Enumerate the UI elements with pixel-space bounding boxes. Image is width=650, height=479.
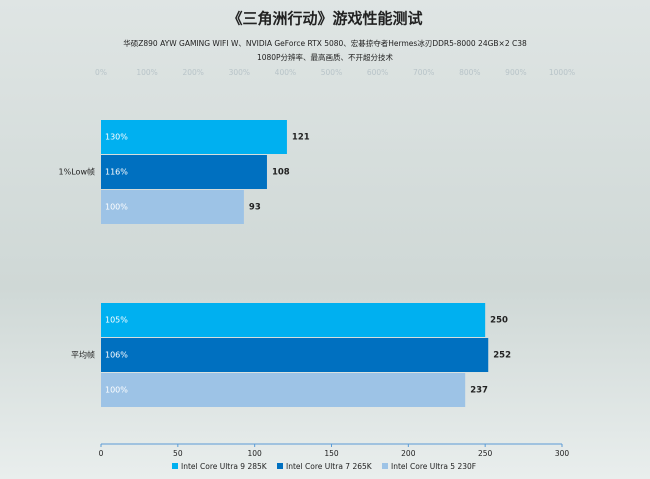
bar (101, 190, 244, 224)
x-tick-label: 300 (555, 449, 570, 458)
chart-subtitle: 1080P分辨率、最高画质、不开超分技术 (257, 52, 394, 62)
x2-tick-label: 0% (95, 68, 107, 77)
bar-percent-label: 105% (105, 316, 128, 325)
legend-marker (172, 463, 178, 469)
y-tick-label: 平均帧 (71, 350, 95, 360)
bar-value-label: 252 (493, 351, 511, 361)
bar (101, 303, 486, 337)
bar-percent-label: 106% (105, 351, 128, 360)
chart-title: 《三角洲行动》游戏性能测试 (227, 10, 422, 28)
bar (101, 373, 466, 407)
bar-value-label: 237 (470, 386, 488, 396)
x2-tick-label: 500% (321, 68, 342, 77)
x2-tick-label: 800% (459, 68, 480, 77)
x-tick-label: 100 (248, 449, 263, 458)
bar-percent-label: 100% (105, 203, 128, 212)
x2-tick-label: 900% (505, 68, 526, 77)
bar-percent-label: 130% (105, 133, 128, 142)
x2-tick-label: 600% (367, 68, 388, 77)
legend-label: Intel Core Ultra 9 285K (181, 462, 268, 471)
x2-tick-label: 300% (229, 68, 250, 77)
x2-tick-label: 100% (136, 68, 157, 77)
x-tick-label: 0 (99, 449, 104, 458)
x-tick-label: 150 (324, 449, 339, 458)
x-tick-label: 250 (478, 449, 493, 458)
bar (101, 338, 489, 372)
bar-value-label: 250 (490, 316, 508, 326)
legend-label: Intel Core Ultra 7 265K (286, 462, 373, 471)
bar (101, 120, 287, 154)
x-tick-label: 50 (173, 449, 183, 458)
bar (101, 155, 267, 189)
chart-subtitle: 华硕Z890 AYW GAMING WIFI W、NVIDIA GeForce … (123, 38, 527, 48)
legend-marker (277, 463, 283, 469)
bar-value-label: 93 (249, 203, 261, 213)
bar-value-label: 121 (292, 133, 310, 143)
y-tick-label: 1%Low帧 (59, 167, 95, 177)
x-tick-label: 200 (401, 449, 416, 458)
x2-tick-label: 1000% (549, 68, 575, 77)
x2-tick-label: 700% (413, 68, 434, 77)
x2-tick-label: 200% (182, 68, 203, 77)
legend-marker (382, 463, 388, 469)
bar-value-label: 108 (272, 168, 290, 178)
x2-tick-label: 400% (275, 68, 296, 77)
bar-percent-label: 116% (105, 168, 128, 177)
legend-label: Intel Core Ultra 5 230F (391, 462, 476, 471)
bar-percent-label: 100% (105, 386, 128, 395)
